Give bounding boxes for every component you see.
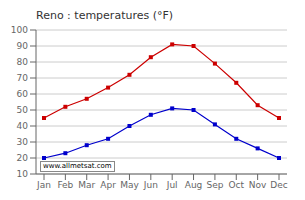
svg-text:Jun: Jun — [143, 180, 158, 190]
svg-text:10: 10 — [17, 169, 29, 179]
svg-text:Feb: Feb — [57, 180, 73, 190]
svg-text:Mar: Mar — [78, 180, 95, 190]
svg-text:Jan: Jan — [36, 180, 51, 190]
svg-text:Jul: Jul — [166, 180, 178, 190]
svg-text:80: 80 — [17, 57, 29, 67]
svg-text:30: 30 — [17, 137, 29, 147]
svg-text:Dec: Dec — [270, 180, 287, 190]
svg-text:Apr: Apr — [100, 180, 116, 190]
svg-text:Aug: Aug — [185, 180, 203, 190]
svg-text:70: 70 — [17, 73, 29, 83]
svg-text:50: 50 — [17, 105, 29, 115]
svg-text:Sep: Sep — [206, 180, 223, 190]
svg-text:40: 40 — [17, 121, 29, 131]
svg-text:60: 60 — [17, 89, 29, 99]
html-text:www.allmetsat.com: www.allmetsat.com — [43, 162, 112, 170]
svg-text:Nov: Nov — [249, 180, 267, 190]
html-text:Reno : temperatures (°F): Reno : temperatures (°F) — [36, 9, 174, 22]
svg-text:May: May — [120, 180, 139, 190]
svg-text:20: 20 — [17, 153, 29, 163]
svg-text:90: 90 — [17, 41, 29, 51]
svg-text:Oct: Oct — [228, 180, 244, 190]
svg-text:100: 100 — [11, 25, 28, 35]
